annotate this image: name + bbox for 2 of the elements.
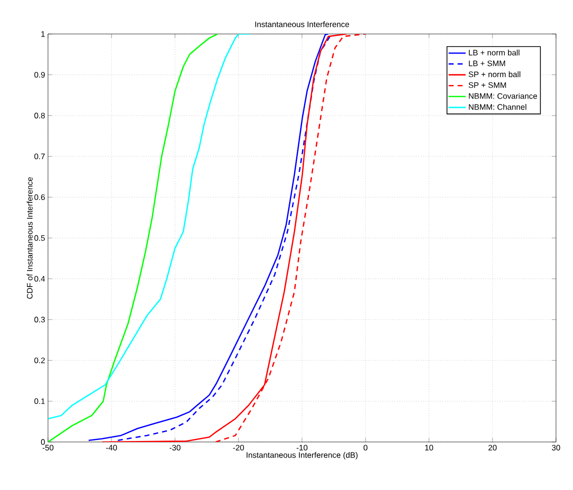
line-series — [48, 34, 251, 420]
line-series — [48, 34, 218, 442]
